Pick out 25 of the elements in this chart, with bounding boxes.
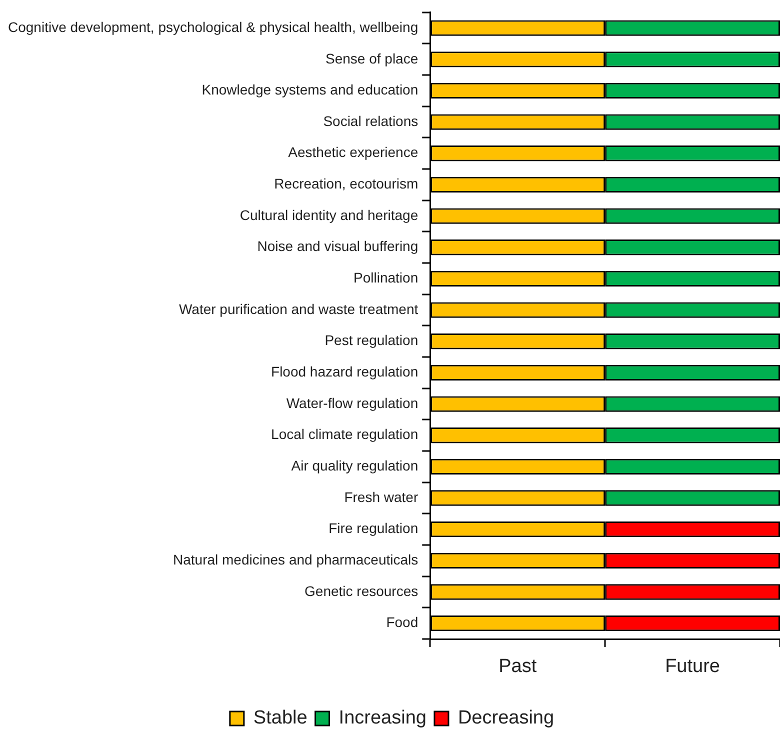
y-tick-label: Genetic resources — [304, 582, 418, 599]
y-tick-label: Recreation, ecotourism — [274, 176, 418, 192]
y-tick-label: Fresh water — [344, 488, 418, 505]
y-tick-label: Cognitive development, psychological & physical health, wellbeing — [8, 18, 418, 35]
y-tick-label: Noise and visual buffering — [257, 238, 418, 254]
y-tick-label: Flood hazard regulation — [271, 364, 418, 380]
y-tick-label: Knowledge systems and education — [202, 82, 418, 98]
y-tick-label: Water-flow regulation — [286, 394, 418, 411]
y-tick-label: Cultural identity and heritage — [240, 206, 418, 223]
y-tick-label: Social relations — [323, 112, 418, 129]
y-tick-label: Pest regulation — [324, 332, 418, 348]
legend-label: Decreasing — [458, 708, 554, 729]
y-tick-label: Local climate regulation — [271, 426, 418, 442]
y-tick-label: Food — [386, 614, 418, 630]
y-tick-label: Natural medicines and pharmaceuticals — [173, 552, 418, 568]
text: Future — [665, 656, 720, 678]
y-tick-label: Water purification and waste treatment — [178, 300, 418, 317]
y-tick-label: Air quality regulation — [291, 458, 418, 474]
y-tick-label: Sense of place — [326, 50, 418, 66]
y-tick-label: Aesthetic experience — [288, 144, 418, 160]
legend-label: Stable — [253, 708, 308, 729]
y-tick-label: Fire regulation — [328, 520, 418, 536]
text: Past — [498, 656, 538, 678]
legend-label: Increasing — [338, 708, 426, 729]
y-tick-label: Pollination — [354, 270, 418, 286]
